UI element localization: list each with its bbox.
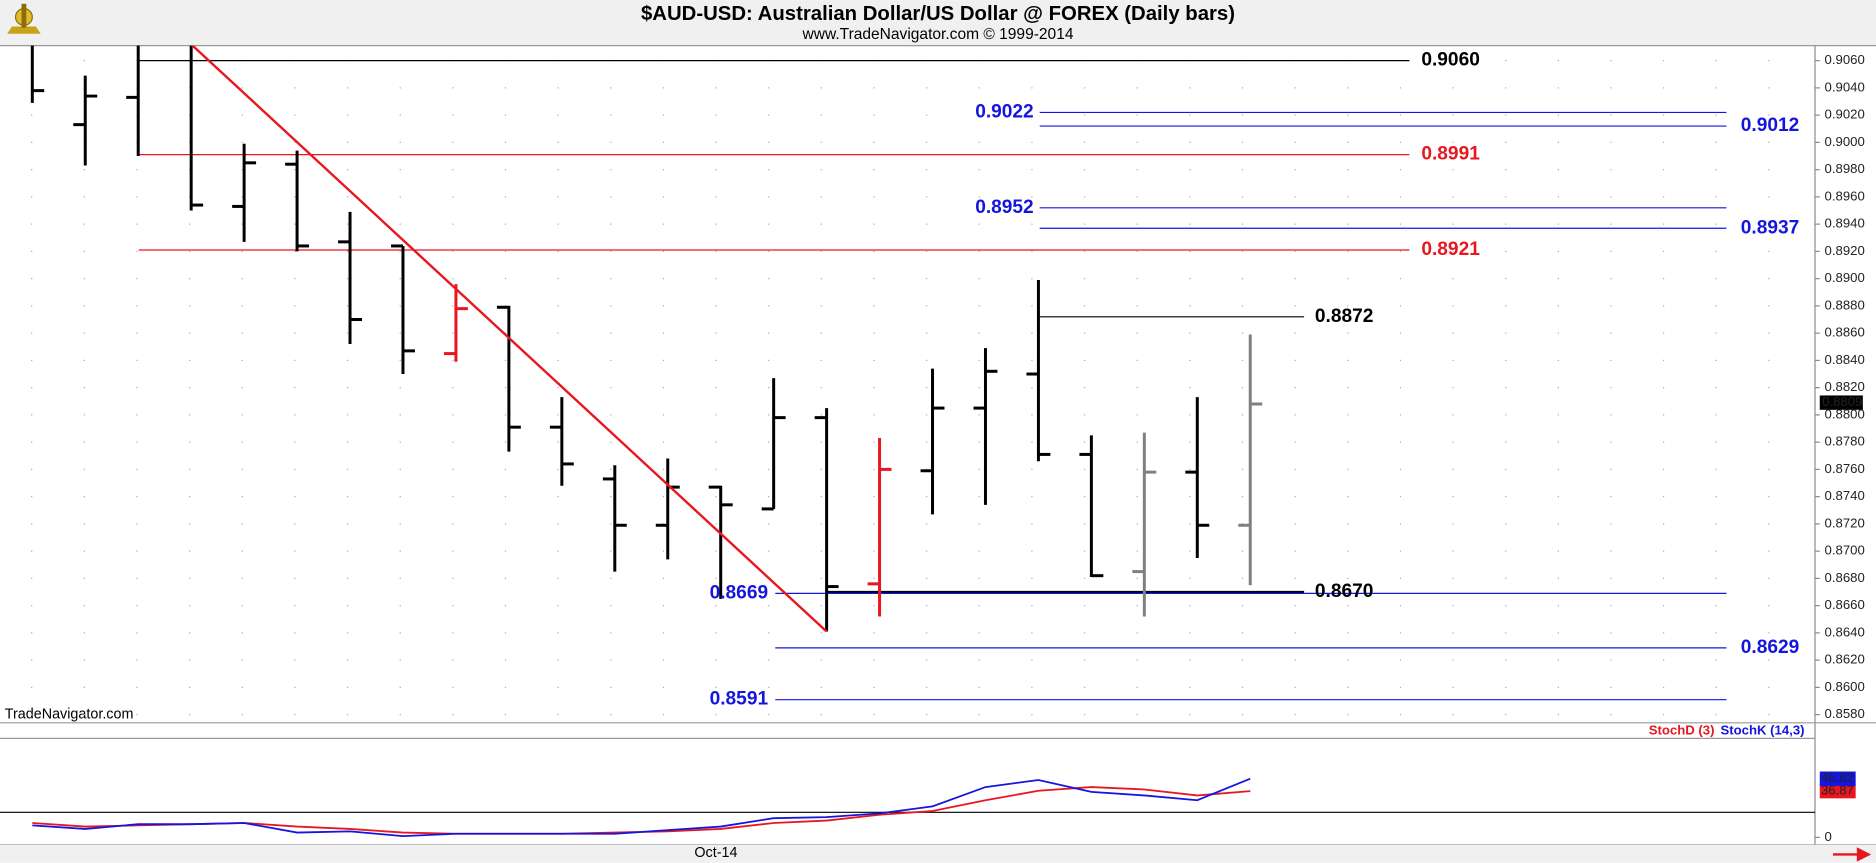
y-tick-label: 0.9040: [1825, 79, 1865, 94]
y-tick-label: 0.8620: [1825, 652, 1865, 667]
last-price-box: [1819, 395, 1863, 410]
y-tick-label: 0: [1825, 829, 1832, 844]
x-axis-band: [0, 844, 1876, 863]
y-tick-label: 0.8740: [1825, 488, 1865, 503]
y-tick-label: 0.8900: [1825, 270, 1865, 285]
y-tick-label: 0.8580: [1825, 706, 1865, 721]
y-tick-label: 0.8640: [1825, 624, 1865, 639]
level-label: 0.8937: [1741, 217, 1800, 238]
level-label: 0.8921: [1421, 239, 1480, 260]
y-tick-label: 0.8860: [1825, 325, 1865, 340]
y-tick-label: 0.8760: [1825, 461, 1865, 476]
watermark: TradeNavigator.com: [5, 706, 134, 722]
y-tick-label: 0.8940: [1825, 216, 1865, 231]
y-tick-label: 0.8920: [1825, 243, 1865, 258]
stoch-pane: [0, 777, 1815, 838]
price-pane: [0, 45, 1815, 716]
legend-entry: StochD (3): [1649, 723, 1715, 738]
chart-subtitle: www.TradeNavigator.com © 1999-2014: [802, 26, 1074, 43]
y-tick-label: 0.8780: [1825, 434, 1865, 449]
scroll-arrow[interactable]: [1832, 847, 1872, 862]
y-tick-label: 0.8820: [1825, 379, 1865, 394]
overlay: 0.8580 0.8600 0.8620 0.8640 0.8660 0.8680 0.87…: [694, 50, 1864, 861]
y-tick-label: 0.8700: [1825, 543, 1865, 558]
logo: [7, 3, 41, 34]
x-tick-label: Oct-14: [694, 845, 737, 861]
level-label: 0.8669: [710, 582, 768, 603]
y-tick-label: 0.8960: [1825, 188, 1865, 203]
last-value-box: [1819, 771, 1856, 786]
y-tick-label: 0.9020: [1825, 107, 1865, 122]
y-tick-label: 0.8800: [1825, 406, 1865, 421]
level-label: 0.8872: [1315, 306, 1374, 327]
y-tick-label: 0.9000: [1825, 134, 1865, 149]
level-label: 0.9022: [975, 101, 1034, 122]
last-value-label: 36.87: [1821, 783, 1854, 798]
level-label: 0.8952: [975, 197, 1034, 218]
y-tick-label: 0.8660: [1825, 597, 1865, 612]
y-tick-label: 0.8720: [1825, 515, 1865, 530]
last-value-box: [1819, 783, 1856, 799]
level-label: 0.8629: [1741, 637, 1800, 658]
header-band: [0, 0, 1876, 46]
y-tick-label: 0.8600: [1825, 679, 1865, 694]
stoch-line: [32, 777, 1251, 838]
last-value-label: 46.82: [1821, 770, 1854, 785]
level-label: 0.8991: [1421, 144, 1480, 165]
y-tick-label: 0.8840: [1825, 352, 1865, 367]
level-label: 0.8670: [1315, 581, 1374, 602]
last-price-label: 0.8809: [1822, 394, 1862, 409]
legend-entry: StochK (14,3): [1720, 723, 1804, 738]
trendline: [190, 45, 828, 633]
level-label: 0.9012: [1741, 115, 1800, 136]
y-tick-label: 0.8880: [1825, 297, 1865, 312]
chart-title: $AUD-USD: Australian Dollar/US Dollar @ …: [641, 3, 1235, 25]
y-tick-label: 0.8980: [1825, 161, 1865, 176]
y-tick-label: 0.8680: [1825, 570, 1865, 585]
level-label: 0.9060: [1421, 50, 1480, 71]
level-label: 0.8591: [710, 689, 769, 710]
y-tick-label: 0.9060: [1825, 52, 1865, 67]
